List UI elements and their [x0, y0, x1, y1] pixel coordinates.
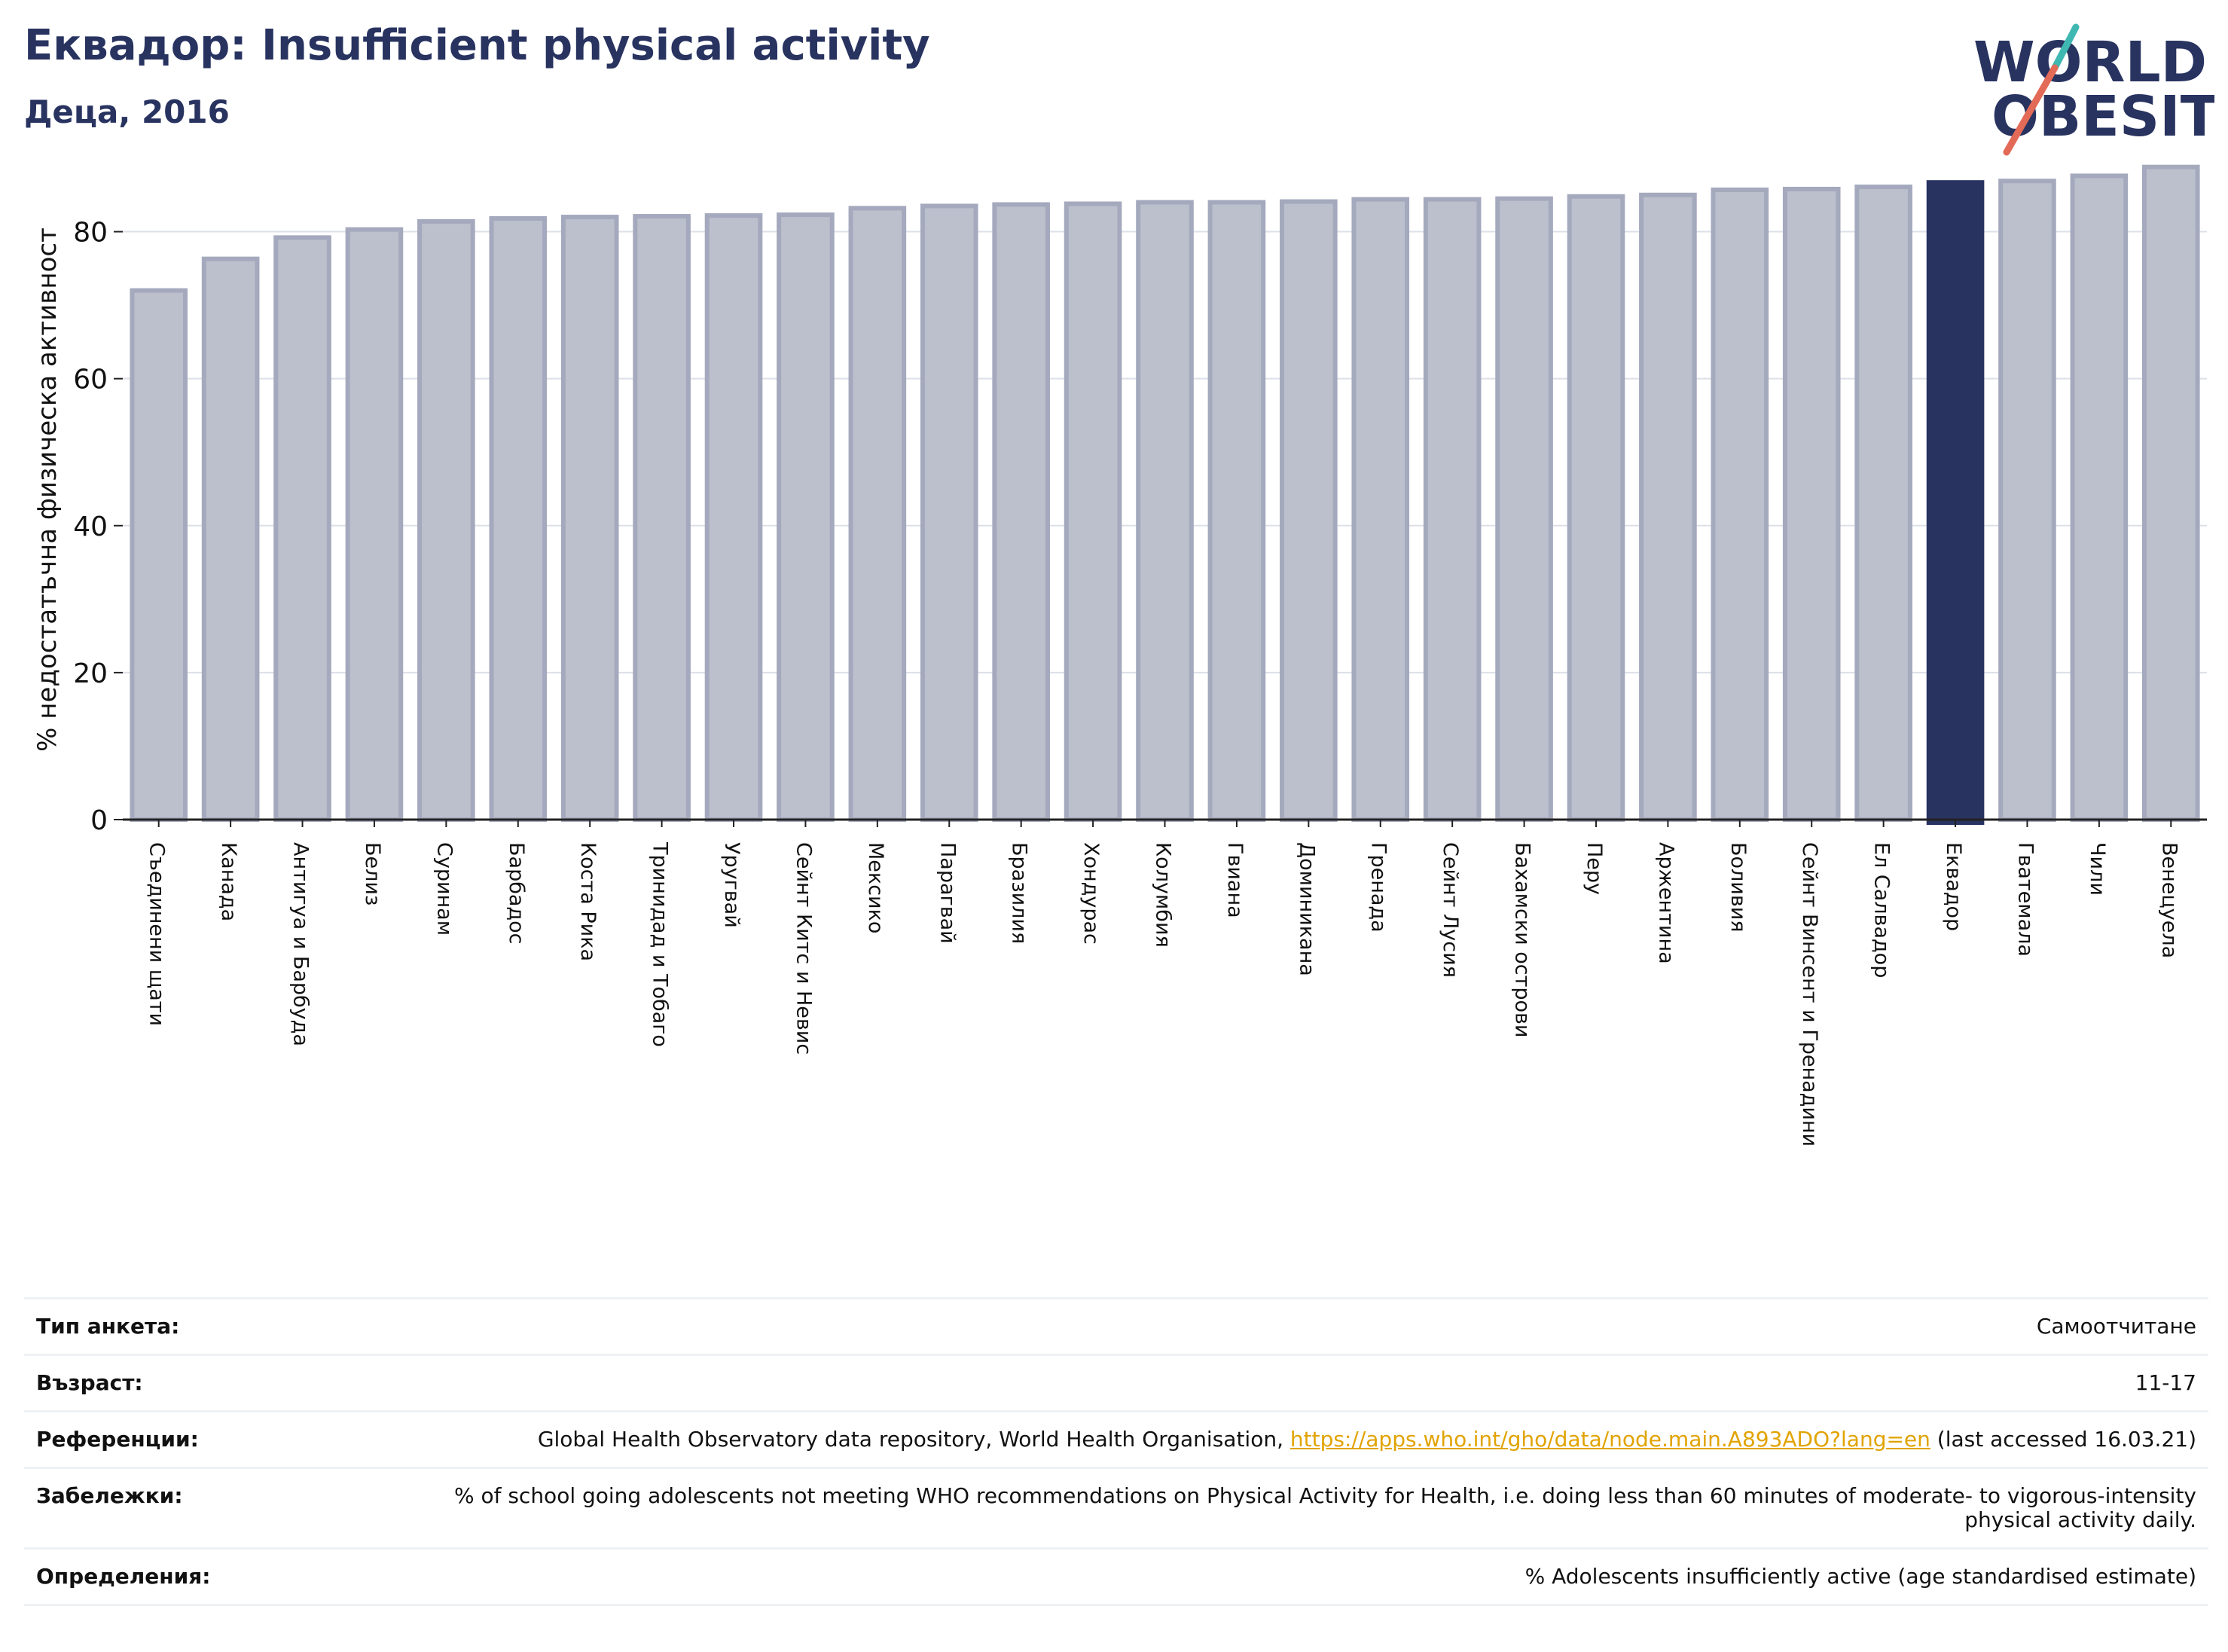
x-tick-label: Барбадос: [505, 842, 528, 944]
bar-5: [417, 218, 475, 822]
y-axis-label: % недостатъчна физическа активност: [32, 227, 63, 752]
info-key: Тип анкета:: [36, 1314, 180, 1339]
y-tick-label: 20: [73, 658, 108, 689]
info-row: Тип анкета: Самоотчитане: [24, 1298, 2208, 1355]
bar-26: [1926, 180, 1985, 825]
x-tick-label: Перу: [1582, 842, 1606, 895]
info-table: Тип анкета: Самоотчитане Възраст: 11-17 Рефе…: [24, 1297, 2208, 1606]
info-value: 11-17: [2135, 1370, 2196, 1395]
x-tick-label: Парагвай: [935, 842, 959, 944]
y-tick-labels: 0 20 40 60 80: [73, 218, 123, 836]
info-row: Възраст: 11-17: [24, 1354, 2208, 1412]
x-tick-label: Ел Салвадор: [1870, 842, 1894, 978]
chart-subtitle: Деца, 2016: [24, 93, 230, 130]
bar-20: [1495, 196, 1553, 822]
reference-text: Global Health Observatory data repositor…: [537, 1427, 1290, 1452]
bar-11: [848, 206, 907, 822]
bar-12: [920, 203, 978, 822]
bar-18: [1351, 197, 1410, 822]
bar-15: [1136, 200, 1194, 822]
bar-4: [345, 227, 404, 822]
logo-line-1: WORLD: [1973, 30, 2207, 95]
bar-19: [1423, 197, 1482, 822]
x-tick-label: Сейнт Винсент и Гренадини: [1798, 842, 1821, 1147]
y-tick-label: 80: [73, 218, 108, 249]
y-tick-label: 60: [73, 365, 108, 395]
x-tick-label: Гренада: [1367, 842, 1390, 933]
info-key: Референции:: [36, 1427, 199, 1452]
info-row: Забележки: % of school going adolescents …: [24, 1467, 2208, 1549]
x-tick-label: Хондурас: [1079, 842, 1103, 945]
info-row: Определения: % Adolescents insufficiently…: [24, 1548, 2208, 1605]
bar-9: [704, 213, 763, 822]
bar-3: [273, 235, 331, 822]
x-tick-label: Антигуа и Барбуда: [289, 842, 313, 1046]
info-key: Възраст:: [36, 1370, 143, 1395]
x-tick-label: Канада: [217, 842, 240, 921]
x-tick-label: Гватемала: [2013, 842, 2037, 957]
logo-slash-coral: [2003, 64, 2059, 156]
reference-link[interactable]: https://apps.who.int/gho/data/node.main.…: [1289, 1427, 1930, 1452]
y-tick-label: 0: [90, 805, 108, 836]
info-value: % of school going adolescents not meetin…: [453, 1483, 2196, 1532]
x-tick-label: Съединени щати: [145, 842, 169, 1026]
bar-29: [2141, 164, 2200, 822]
x-tick-label: Бахамски острови: [1511, 842, 1534, 1037]
logo-slash-teal: [2051, 23, 2080, 72]
info-value: Global Health Observatory data repositor…: [395, 1412, 2208, 1468]
x-tick-label: Чили: [2086, 842, 2109, 896]
x-tick-label: Сейнт Китс и Невис: [792, 842, 815, 1055]
reference-accessed: (last accessed 16.03.21): [1930, 1427, 2196, 1452]
bar-2: [201, 256, 260, 822]
chart-title: Еквадор: Insufficient physical activity: [24, 21, 930, 70]
info-key: Забележки:: [36, 1483, 183, 1508]
bar-27: [1998, 179, 2056, 822]
info-value: Самоотчитане: [2036, 1314, 2196, 1339]
x-tick-label: Венецуела: [2157, 842, 2181, 958]
bars: [130, 164, 2200, 825]
x-tick-label: Доминикана: [1295, 842, 1318, 976]
info-key: Определения:: [36, 1564, 211, 1589]
y-tick-label: 40: [73, 511, 108, 542]
bar-chart: 0 20 40 60 80 Съединени щати Канада Антигуа и …: [32, 164, 2207, 1147]
x-tick-label: Гвиана: [1223, 842, 1247, 918]
x-tick-label: Мексико: [864, 842, 887, 933]
bar-21: [1567, 194, 1625, 822]
x-tick-label: Боливия: [1726, 842, 1750, 933]
x-tick-label: Коста Рика: [576, 842, 600, 961]
bar-17: [1280, 199, 1338, 822]
bar-22: [1639, 192, 1697, 822]
x-tick-label: Уругвай: [720, 842, 743, 928]
bar-7: [560, 215, 619, 822]
info-row: Референции: Global Health Observatory dat…: [24, 1411, 2208, 1468]
x-tick-label: Белиз: [361, 842, 384, 905]
x-tick-label: Тринидад и Тобаго: [649, 841, 672, 1047]
bar-23: [1711, 187, 1769, 822]
x-tick-label: Еквадор: [1942, 842, 1965, 931]
x-tick-label: Колумбия: [1152, 842, 1175, 948]
bar-16: [1207, 200, 1266, 822]
bar-6: [489, 215, 548, 822]
bar-13: [992, 202, 1050, 822]
bar-24: [1782, 186, 1841, 822]
bar-8: [633, 214, 691, 822]
bar-10: [777, 212, 835, 822]
bar-25: [1854, 185, 1912, 822]
bar-28: [2070, 173, 2129, 822]
x-tick-labels: Съединени щати Канада Антигуа и Барбуда Бел…: [145, 820, 2181, 1147]
x-tick-label: Суринам: [432, 842, 456, 936]
x-tick-label: Сейнт Лусия: [1439, 842, 1462, 978]
bar-1: [130, 288, 188, 823]
x-tick-label: Аржентина: [1654, 842, 1677, 964]
info-value: % Adolescents insufficiently active (age…: [1525, 1564, 2196, 1589]
bar-14: [1064, 201, 1122, 822]
world-obesity-logo: WORLD OBESITY: [1973, 23, 2214, 156]
x-tick-label: Бразилия: [1008, 842, 1031, 944]
